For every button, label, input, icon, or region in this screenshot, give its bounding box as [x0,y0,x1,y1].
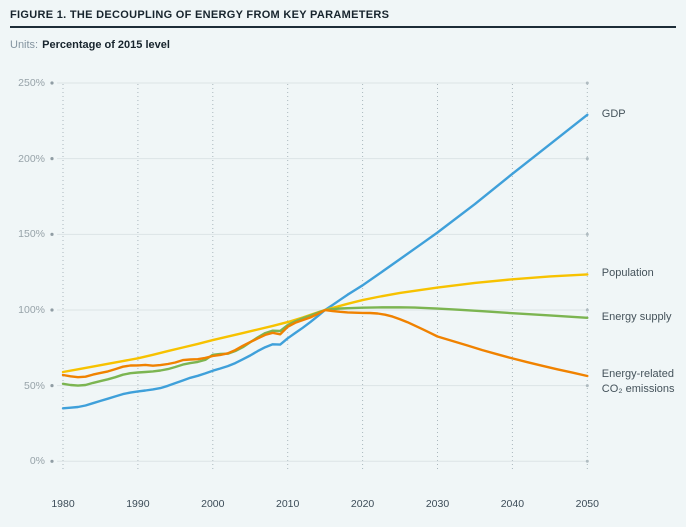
y-axis-tick-dot [50,81,54,85]
y-axis-tick-dot [50,308,54,312]
y-axis-tick-label: 100% [18,303,45,316]
series-line-co2-emissions [61,308,589,379]
gridline-end-dot [585,384,589,388]
units-value-label: Percentage of 2015 level [42,39,170,51]
x-axis-tick-label: 2010 [276,498,300,510]
gridline-end-dot [585,308,589,312]
gridline-end-dot [585,232,589,236]
legend-label-energy-supply: Energy supply [601,310,672,323]
legend-label-co2-emissions: CO₂ emissions [601,382,675,395]
legend-label-co2-emissions: Energy-related [601,367,674,380]
legend-label-gdp: GDP [601,107,626,120]
legend-label-population: Population [601,267,654,280]
y-axis-tick-label: 150% [18,228,45,241]
x-axis-tick-label: 2040 [500,498,525,510]
x-axis-tick-label: 1980 [51,498,75,510]
title-rule [10,26,676,28]
y-axis-tick-dot [50,157,54,161]
gridline-end-dot [585,157,589,161]
x-axis-tick-label: 1990 [126,498,150,510]
x-axis-tick-label: 2000 [201,498,225,510]
series-line-energy-supply [61,306,589,387]
y-axis-tick-label: 250% [18,77,45,89]
gridline-end-dot [585,459,589,463]
y-axis-tick-dot [50,232,54,236]
figure-title: FIGURE 1. THE DECOUPLING OF ENERGY FROM … [10,9,390,21]
series-line-gdp [61,113,589,410]
x-axis-tick-label: 2020 [350,498,375,510]
y-axis-tick-label: 200% [18,152,45,165]
x-axis-tick-label: 2050 [575,498,599,510]
y-axis-tick-dot [50,384,54,388]
x-axis-tick-label: 2030 [425,498,450,510]
y-axis-tick-label: 50% [23,379,45,392]
y-axis-tick-dot [50,459,54,463]
units-line: Units: Percentage of 2015 level [10,39,170,51]
series-line-population [61,273,589,374]
gridline-end-dot [585,81,589,85]
y-axis-tick-label: 0% [29,455,45,468]
units-prefix-label: Units: [10,39,39,51]
